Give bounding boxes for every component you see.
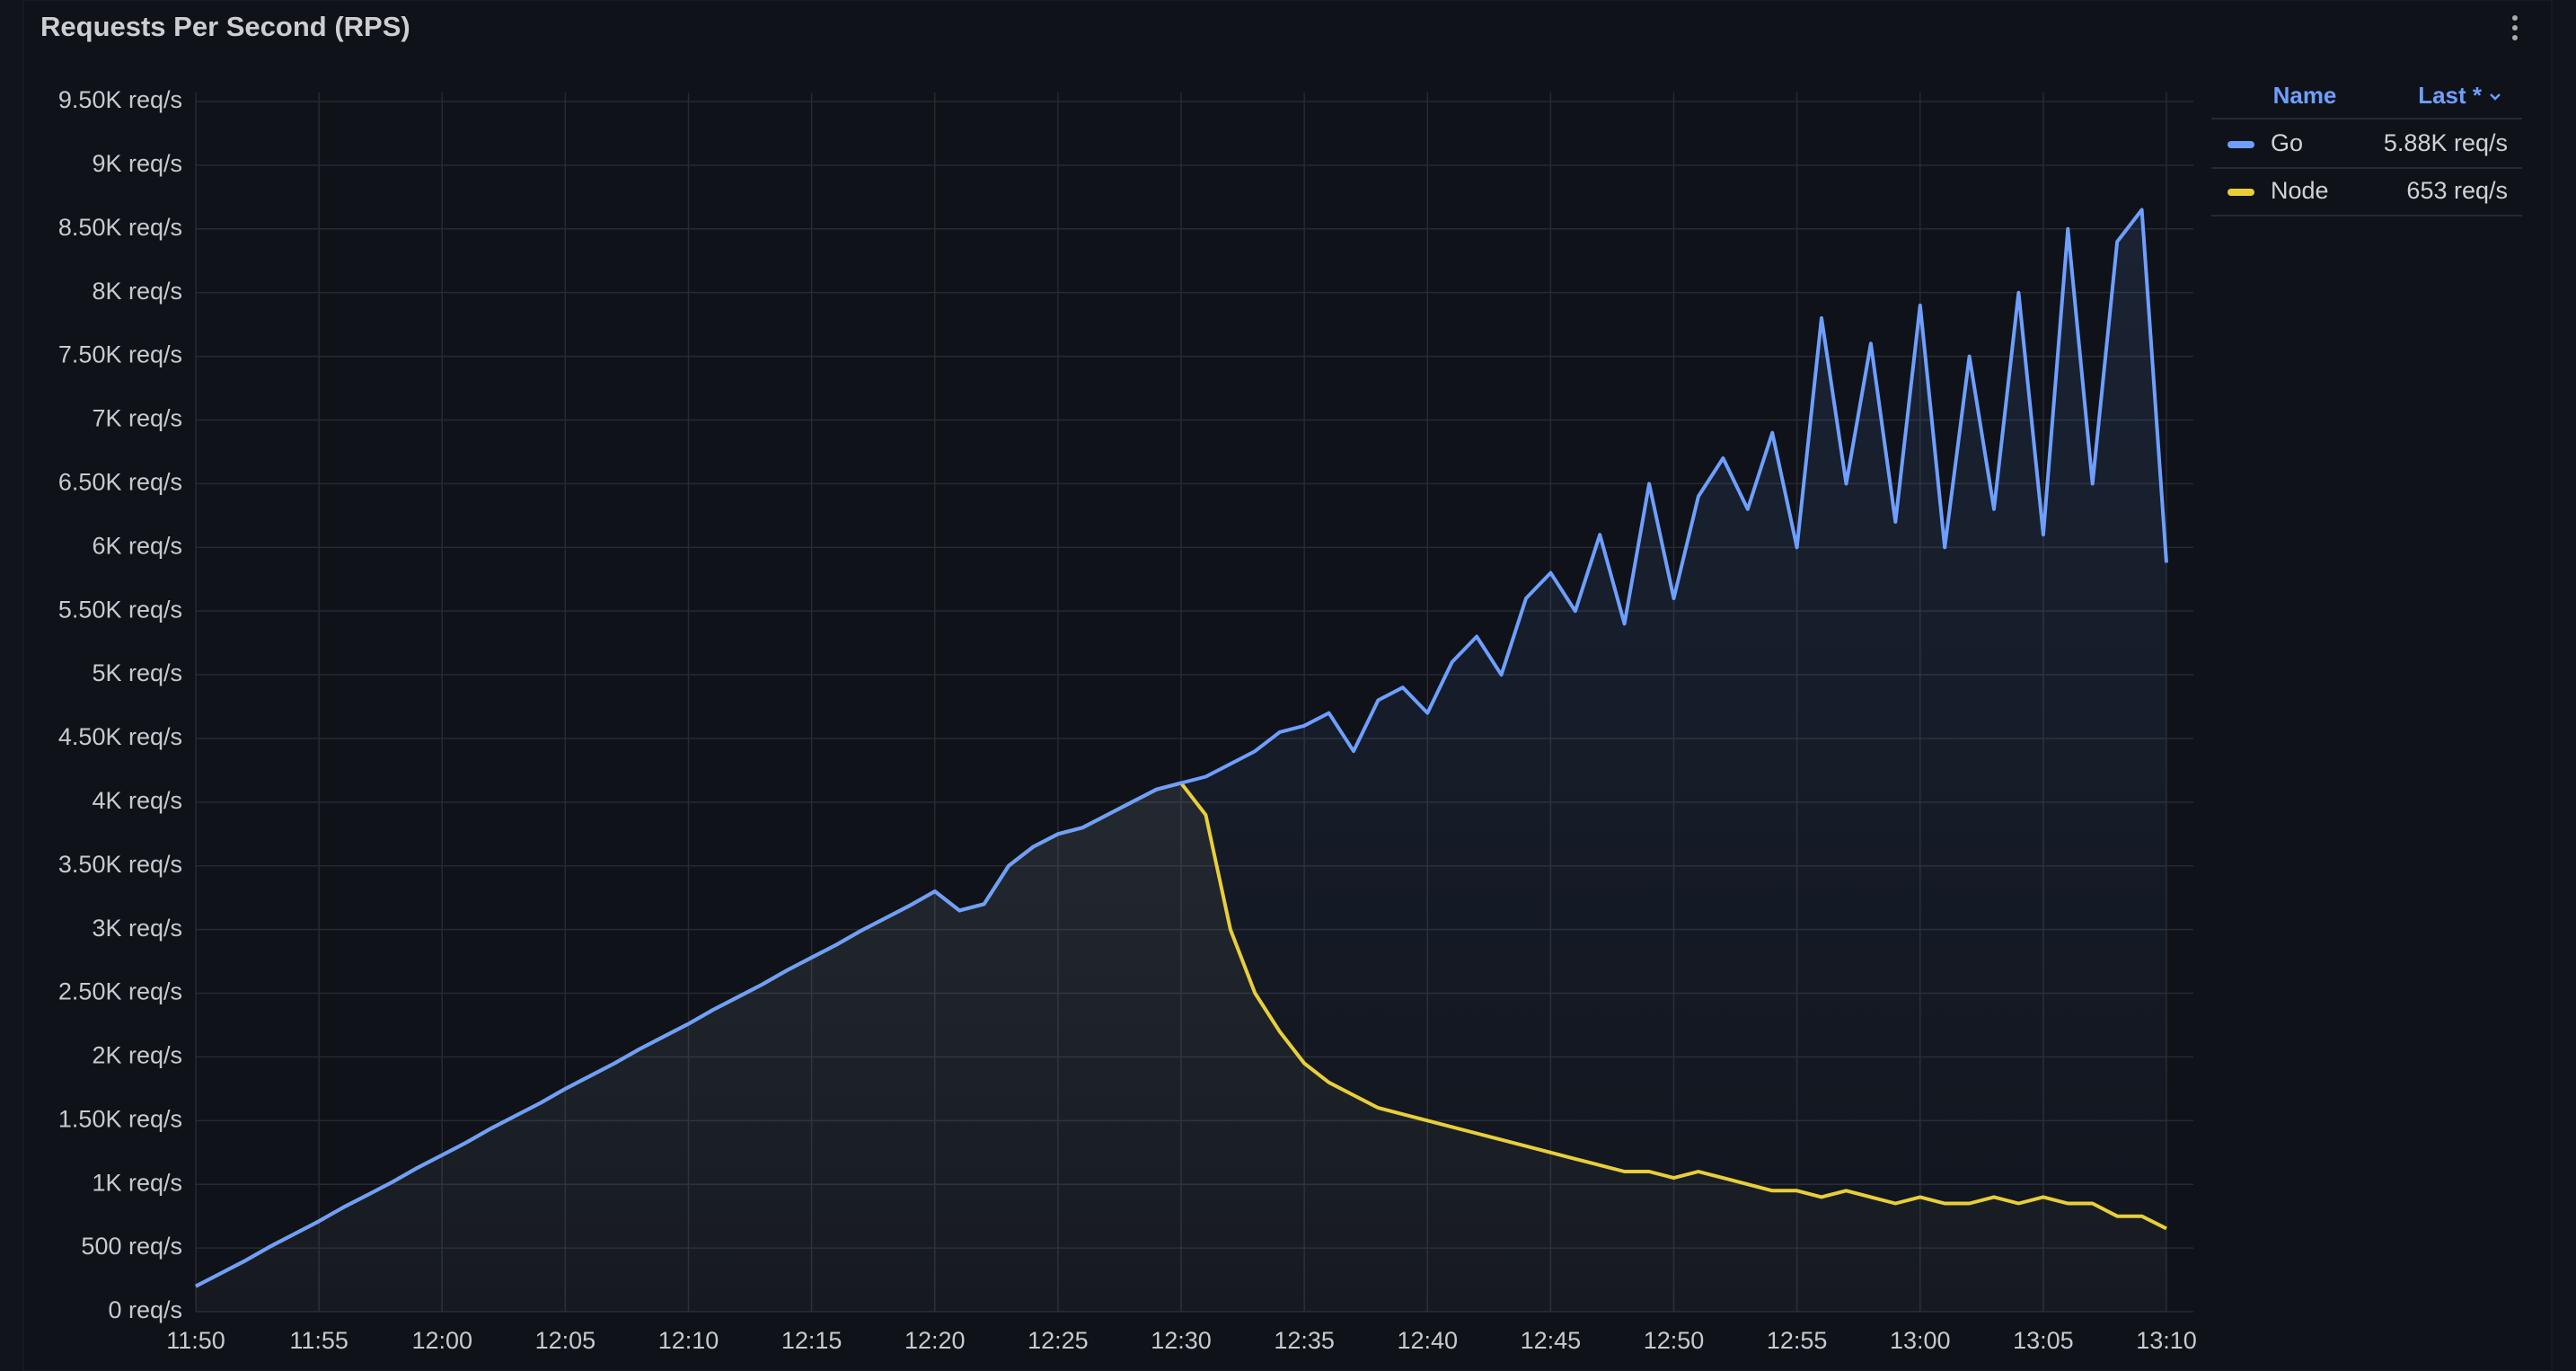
y-tick-label: 5.50K req/s	[58, 596, 182, 623]
legend-header: Name	[2273, 82, 2337, 109]
y-tick-label: 9K req/s	[92, 150, 182, 177]
sort-icon	[2490, 93, 2501, 101]
x-tick-label: 11:50	[166, 1327, 225, 1354]
legend-name: Node	[2271, 177, 2329, 204]
x-tick-label: 13:00	[1890, 1327, 1951, 1354]
y-tick-label: 2K req/s	[92, 1042, 182, 1069]
y-tick-label: 8.50K req/s	[58, 214, 182, 241]
y-tick-label: 2.50K req/s	[58, 978, 182, 1005]
legend-swatch	[2228, 141, 2254, 148]
legend-header: Last *	[2418, 82, 2483, 109]
x-tick-label: 12:55	[1767, 1327, 1828, 1354]
y-tick-label: 6.50K req/s	[58, 468, 182, 495]
x-tick-label: 12:00	[411, 1327, 472, 1354]
series-line	[195, 208, 2168, 1288]
x-tick-label: 13:05	[2013, 1327, 2074, 1354]
x-tick-label: 12:40	[1397, 1327, 1458, 1354]
y-tick-label: 7K req/s	[92, 405, 182, 432]
legend: Name Last * Go 5.88K req/s Node 653 req/s	[2211, 82, 2522, 217]
y-tick-label: 3.50K req/s	[58, 851, 182, 878]
x-tick-label: 12:20	[904, 1327, 966, 1354]
panel-title: Requests Per Second (RPS)	[40, 11, 410, 42]
y-tick-label: 4.50K req/s	[58, 723, 182, 750]
y-tick-label: 9.50K req/s	[58, 86, 182, 113]
x-tick-label: 12:35	[1274, 1327, 1335, 1354]
y-tick-label: 3K req/s	[92, 915, 182, 942]
legend-swatch	[2228, 189, 2254, 196]
y-tick-label: 8K req/s	[92, 278, 182, 305]
x-tick-label: 11:55	[289, 1327, 348, 1354]
x-tick-label: 12:15	[781, 1327, 842, 1354]
y-tick-label: 1.50K req/s	[58, 1105, 182, 1132]
plot: 0 req/s 500 req/s 1K req/s 1.50K req/s 2K re…	[58, 86, 2197, 1354]
x-tick-label: 12:45	[1521, 1327, 1582, 1354]
y-tick-label: 0 req/s	[108, 1296, 182, 1323]
y-tick-label: 1K req/s	[92, 1169, 182, 1196]
y-tick-label: 500 req/s	[81, 1233, 182, 1260]
legend-value: 653 req/s	[2406, 177, 2508, 204]
x-tick-label: 12:10	[658, 1327, 719, 1354]
y-tick-label: 6K req/s	[92, 532, 182, 559]
x-tick-label: 13:10	[2136, 1327, 2197, 1354]
y-tick-label: 7.50K req/s	[58, 341, 182, 368]
menu-icon[interactable]	[2512, 15, 2518, 40]
x-tick-label: 12:25	[1028, 1327, 1089, 1354]
y-tick-label: 4K req/s	[92, 787, 182, 814]
x-tick-label: 12:50	[1644, 1327, 1705, 1354]
x-tick-label: 12:05	[535, 1327, 596, 1354]
legend-name: Go	[2271, 129, 2303, 156]
legend-value: 5.88K req/s	[2384, 129, 2508, 156]
y-tick-label: 5K req/s	[92, 659, 182, 686]
x-tick-label: 12:30	[1151, 1327, 1212, 1354]
